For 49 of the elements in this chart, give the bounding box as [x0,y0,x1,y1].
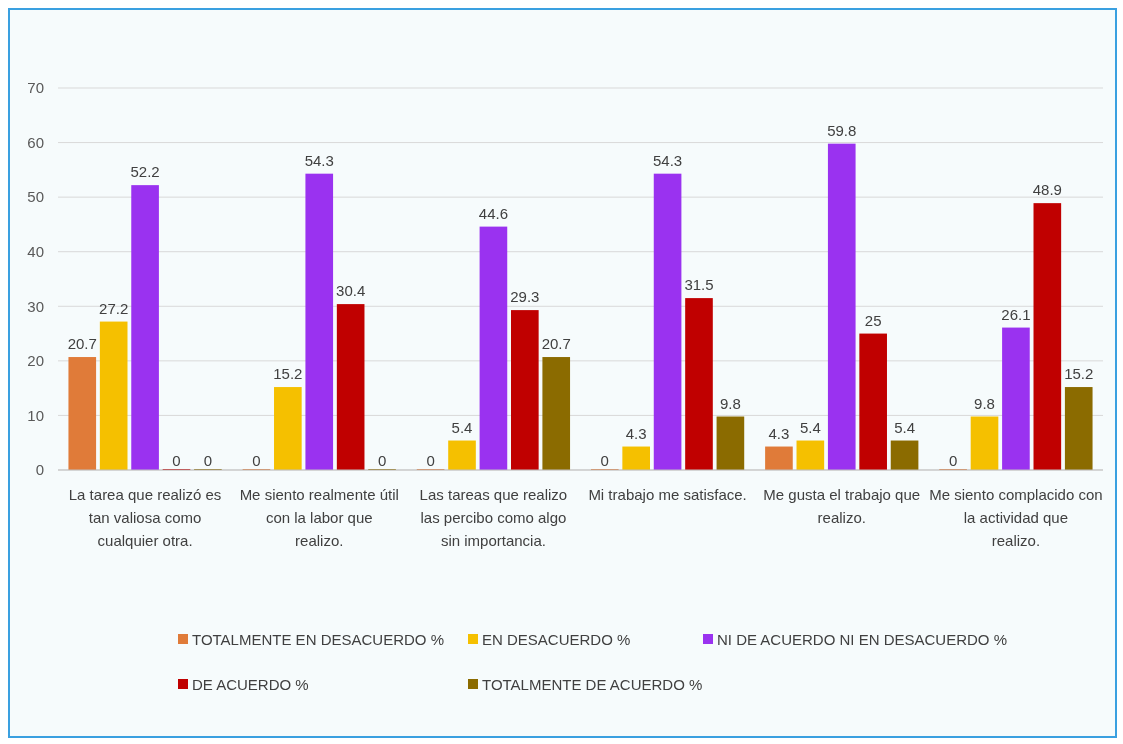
x-tick-label: Me gusta el trabajo que realizo. [763,486,921,526]
data-label: 31.5 [684,276,714,294]
data-label: 52.2 [130,163,160,181]
x-tick-label: Las tareas que realizo las percibo como algo sin importancia. [419,486,568,549]
data-label: 0 [377,452,387,469]
x-tick-label: La tarea que realizó es tan valiosa como cualquier otra. [68,486,222,549]
data-label: 27.2 [99,299,129,317]
y-tick-label: 20 [27,352,44,370]
x-tick-label: Me siento realmente útil con la labor que realizo. [239,486,399,549]
data-label: 25 [864,311,882,329]
data-label: 15.2 [1064,365,1094,383]
data-label: 59.8 [827,121,857,139]
data-label: 20.7 [541,335,571,353]
data-label: 0 [426,452,435,469]
y-tick-label: 30 [27,297,44,315]
data-label: 44.6 [478,204,509,222]
y-tick-label: 50 [27,188,44,206]
data-label: 54.3 [652,151,683,169]
data-label: 0 [948,452,958,469]
legend-label: EN DESACUERDO % [482,631,631,649]
data-label: 0 [600,452,609,469]
data-label: 5.4 [799,418,821,436]
x-tick-label: Me siento complacido con la actividad que realizo. [929,486,1103,549]
legend-label: TOTALMENTE DE ACUERDO % [482,676,703,694]
data-label: 20.7 [67,335,97,353]
data-label: 29.3 [510,288,540,306]
data-label: 4.3 [768,424,790,442]
y-tick-label: 40 [27,242,44,260]
y-tick-label: 60 [27,133,44,151]
data-label: 30.4 [336,282,366,300]
data-label: 9.8 [974,394,995,412]
legend-label: DE ACUERDO % [192,676,309,694]
data-label: 5.4 [451,418,473,436]
data-label: 5.4 [894,418,915,436]
legend-label: NI DE ACUERDO NI EN DESACUERDO % [717,631,1008,649]
y-tick-label: 0 [35,461,44,479]
y-tick-label: 70 [27,79,44,97]
data-label: 9.8 [719,394,741,412]
data-label: 48.9 [1032,181,1062,199]
legend-label: TOTALMENTE EN DESACUERDO % [192,631,444,649]
data-label: 0 [172,452,181,469]
data-label: 0 [252,452,261,469]
data-label: 54.3 [304,151,334,169]
x-tick-label: Mi trabajo me satisface. [588,486,747,503]
data-label: 4.3 [625,424,647,442]
y-tick-label: 10 [27,406,44,424]
data-label: 15.2 [273,365,303,383]
data-label: 26.1 [1001,305,1031,323]
data-label: 0 [203,452,213,469]
